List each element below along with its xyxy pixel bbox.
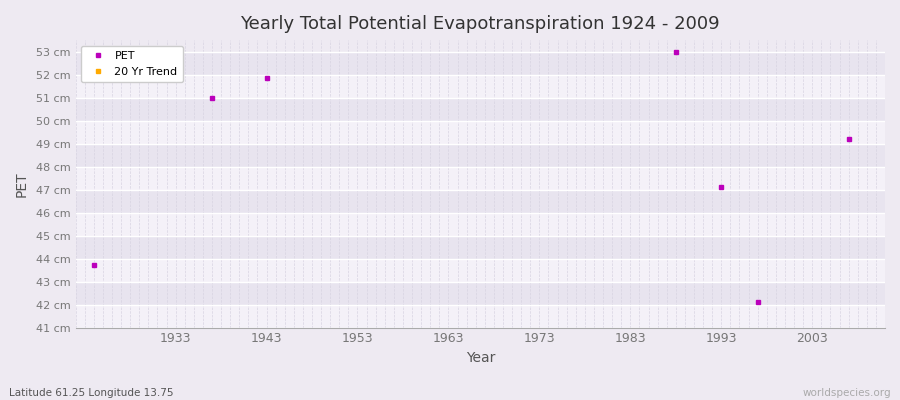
PET (670, 49, 681, 54)
PET (752, 300, 763, 305)
Title: Yearly Total Potential Evapotranspiration 1924 - 2009: Yearly Total Potential Evapotranspiratio… (240, 15, 720, 33)
Bar (76, 98, 885, 121)
PET (207, 95, 218, 100)
Line: PET: PET (92, 50, 850, 304)
Bar (76, 121, 885, 144)
Bar (76, 75, 885, 98)
Y-axis label: PET: PET (15, 171, 29, 197)
Bar (76, 190, 885, 212)
Text: worldspecies.org: worldspecies.org (803, 388, 891, 398)
Bar (76, 304, 885, 328)
PET (261, 76, 272, 80)
Legend: PET, 20 Yr Trend: PET, 20 Yr Trend (81, 46, 183, 82)
PET (716, 185, 726, 190)
Bar (76, 144, 885, 166)
X-axis label: Year: Year (465, 351, 495, 365)
Bar (76, 52, 885, 75)
Bar (76, 258, 885, 282)
PET (88, 263, 99, 268)
PET (843, 137, 854, 142)
Text: Latitude 61.25 Longitude 13.75: Latitude 61.25 Longitude 13.75 (9, 388, 174, 398)
Bar (76, 282, 885, 304)
Bar (76, 236, 885, 258)
Bar (76, 212, 885, 236)
Bar (76, 166, 885, 190)
